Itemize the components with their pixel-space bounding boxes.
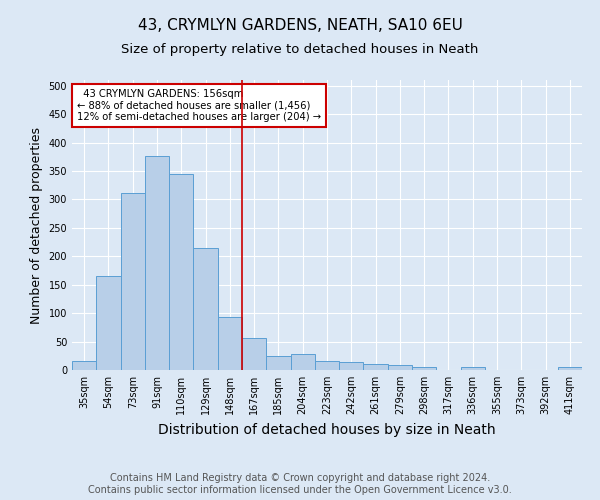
Text: Contains HM Land Registry data © Crown copyright and database right 2024.
Contai: Contains HM Land Registry data © Crown c… bbox=[88, 474, 512, 495]
Y-axis label: Number of detached properties: Number of detached properties bbox=[30, 126, 43, 324]
Bar bbox=[364, 364, 388, 370]
Text: 43 CRYMLYN GARDENS: 156sqm
← 88% of detached houses are smaller (1,456)
12% of s: 43 CRYMLYN GARDENS: 156sqm ← 88% of deta… bbox=[77, 88, 321, 122]
Bar bbox=[169, 174, 193, 370]
Text: Size of property relative to detached houses in Neath: Size of property relative to detached ho… bbox=[121, 42, 479, 56]
Bar bbox=[145, 156, 169, 370]
Bar bbox=[242, 338, 266, 370]
Bar bbox=[558, 367, 582, 370]
Bar bbox=[412, 367, 436, 370]
Bar bbox=[218, 317, 242, 370]
Bar bbox=[193, 248, 218, 370]
Bar bbox=[339, 362, 364, 370]
X-axis label: Distribution of detached houses by size in Neath: Distribution of detached houses by size … bbox=[158, 422, 496, 436]
Bar bbox=[290, 354, 315, 370]
Bar bbox=[121, 192, 145, 370]
Bar bbox=[266, 356, 290, 370]
Bar bbox=[388, 366, 412, 370]
Bar bbox=[96, 276, 121, 370]
Bar bbox=[315, 362, 339, 370]
Bar bbox=[72, 362, 96, 370]
Text: 43, CRYMLYN GARDENS, NEATH, SA10 6EU: 43, CRYMLYN GARDENS, NEATH, SA10 6EU bbox=[137, 18, 463, 32]
Bar bbox=[461, 367, 485, 370]
